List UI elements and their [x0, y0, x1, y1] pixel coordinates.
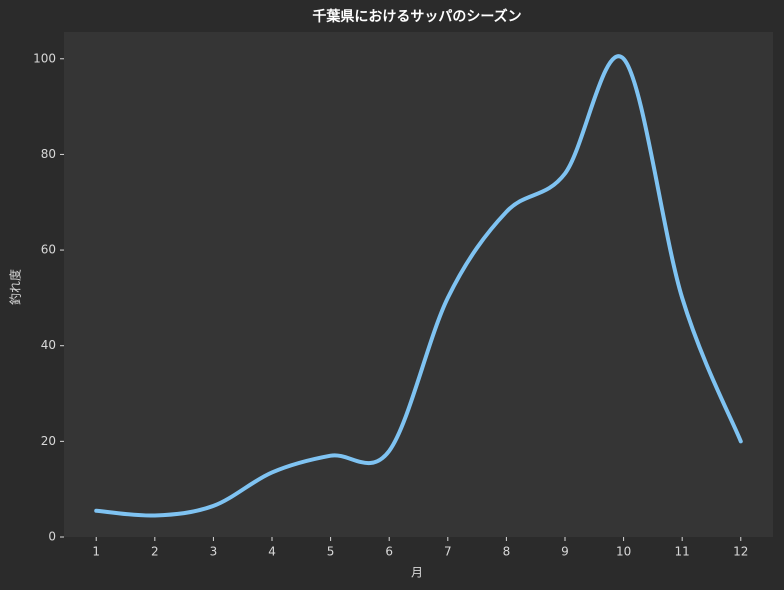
x-tick-label: 8	[503, 545, 511, 559]
y-tick-label: 20	[41, 434, 56, 448]
x-tick-label: 11	[675, 545, 690, 559]
y-tick-label: 0	[48, 530, 56, 544]
x-tick-label: 7	[444, 545, 452, 559]
x-tick-label: 5	[327, 545, 335, 559]
line	[94, 54, 743, 518]
x-tick-label: 3	[210, 545, 218, 559]
x-tick-label: 12	[733, 545, 748, 559]
y-tick-label: 40	[41, 338, 56, 352]
chart-title: 千葉県におけるサッパのシーズン	[312, 8, 521, 25]
y-tick-label: 100	[33, 51, 56, 65]
x-tick-label: 10	[616, 545, 631, 559]
x-tick-label: 6	[385, 545, 393, 559]
plot-area	[64, 32, 773, 537]
x-tick-label: 4	[268, 545, 276, 559]
x-axis-label: 月	[411, 566, 423, 580]
x-tick-label: 9	[561, 545, 569, 559]
x-tick-label: 1	[92, 545, 100, 559]
y-tick-label: 80	[41, 147, 56, 161]
y-tick-label: 60	[41, 243, 56, 257]
x-tick-label: 2	[151, 545, 159, 559]
y-axis-label: 釣れ度	[8, 269, 23, 305]
